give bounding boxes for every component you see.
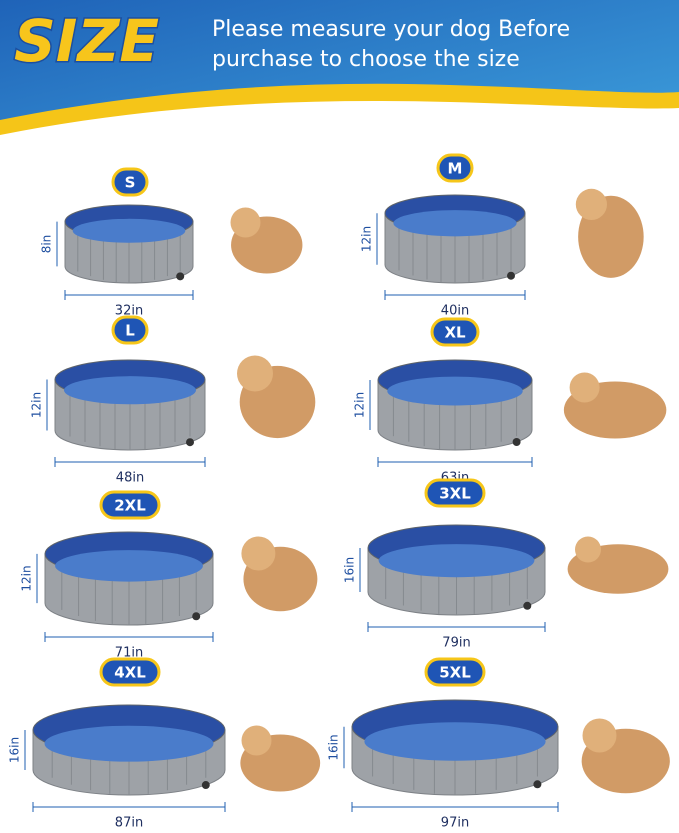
size-badge (111, 315, 149, 345)
photo-head (575, 188, 608, 220)
height-label: 12in (353, 392, 367, 418)
height-label: 8in (40, 235, 54, 254)
diameter-label: 40in (441, 304, 469, 319)
title: SIZE (14, 7, 159, 75)
size-label: 5XL (439, 664, 471, 682)
photo-head (230, 207, 261, 238)
pool-floor (393, 210, 517, 237)
pool-valve (533, 780, 542, 789)
height-label: 16in (327, 734, 341, 760)
pool-floor (72, 218, 186, 243)
height-label: 16in (343, 557, 357, 583)
diameter-label: 97in (441, 816, 469, 831)
pool-floor (378, 544, 535, 578)
size-label: 2XL (114, 497, 146, 515)
size-badge (99, 657, 161, 687)
pool-floor (64, 376, 196, 405)
size-badge (111, 167, 149, 197)
height-label: 16in (8, 737, 22, 763)
pool-valve (192, 612, 201, 621)
pool-floor (55, 550, 203, 582)
diameter-label: 71in (115, 646, 143, 661)
photo-head (569, 372, 600, 403)
pool-floor (44, 725, 214, 762)
height-label: 12in (360, 226, 374, 252)
size-badge (430, 317, 480, 347)
photo-head (241, 536, 276, 571)
size-badge (424, 657, 486, 687)
size-label: L (125, 322, 135, 340)
pool-valve (523, 601, 532, 610)
height-label: 12in (20, 565, 34, 591)
size-label: XL (444, 324, 466, 342)
photo-head (241, 725, 272, 756)
pool-valve (176, 272, 185, 281)
white-wave (0, 100, 679, 170)
diameter-label: 87in (115, 816, 143, 831)
diameter-label: 79in (442, 636, 470, 651)
height-label: 12in (30, 392, 44, 418)
size-label: S (125, 174, 136, 192)
size-badge (424, 478, 486, 508)
size-label: 4XL (114, 664, 146, 682)
diameter-label: 32in (115, 304, 143, 319)
subtitle: Please measure your dog Before (212, 17, 570, 42)
size-label: M (448, 160, 463, 178)
diameter-label: 48in (116, 471, 144, 486)
pool-valve (512, 437, 521, 446)
pool-valve (507, 271, 515, 280)
photo-head (575, 536, 601, 563)
pool-valve (186, 438, 194, 447)
photo-head (582, 718, 617, 753)
pool-floor (364, 722, 546, 761)
size-label: 3XL (439, 485, 471, 503)
size-badge (99, 490, 161, 520)
photo-head (237, 355, 273, 392)
size-badge (436, 153, 474, 183)
subtitle: purchase to choose the size (212, 47, 520, 72)
pool-floor (387, 376, 523, 406)
pool-valve (201, 781, 210, 790)
